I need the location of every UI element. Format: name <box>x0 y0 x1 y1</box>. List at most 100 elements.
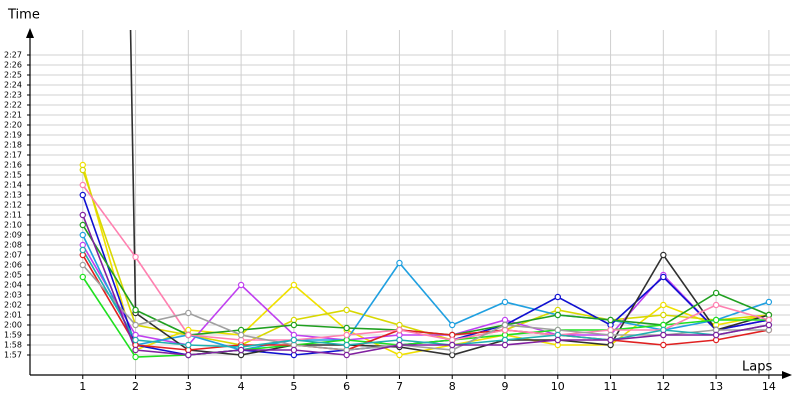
point <box>343 324 350 332</box>
point <box>660 251 667 259</box>
y-tick-label: 2:26 <box>4 61 22 70</box>
x-tick-label: 10 <box>551 380 565 393</box>
series-line <box>82 164 770 356</box>
point <box>185 341 192 349</box>
x-tick-label: 9 <box>502 380 509 393</box>
y-tick-label: 2:27 <box>4 51 22 60</box>
y-tick-label: 2:00 <box>4 321 22 330</box>
y-tick-label: 2:01 <box>4 311 22 320</box>
point <box>237 346 245 354</box>
series-line <box>129 30 770 356</box>
point <box>607 316 614 324</box>
point <box>79 261 86 269</box>
point <box>501 321 509 329</box>
point <box>712 289 720 297</box>
x-tick-label: 5 <box>290 380 297 393</box>
series-line <box>82 214 770 356</box>
point <box>396 326 403 334</box>
x-tick-label: 2 <box>132 380 139 393</box>
y-tick-label: 2:23 <box>4 91 22 100</box>
point <box>79 181 86 189</box>
point <box>237 281 245 289</box>
point <box>554 311 561 319</box>
point <box>343 341 350 349</box>
point <box>185 331 192 339</box>
point <box>396 351 403 359</box>
grid <box>30 30 790 375</box>
point <box>501 341 509 349</box>
x-tick-label: 8 <box>449 380 456 393</box>
y-tick-label: 2:10 <box>4 221 22 230</box>
point <box>660 273 667 281</box>
point <box>449 321 456 329</box>
point <box>79 231 86 239</box>
y-tick-label: 2:15 <box>4 171 22 180</box>
point <box>79 211 86 219</box>
y-tick-label: 2:17 <box>4 151 22 160</box>
point <box>132 321 139 329</box>
point <box>607 336 614 344</box>
x-tick-label: 12 <box>656 380 670 393</box>
point <box>79 273 86 281</box>
y-tick-label: 2:09 <box>4 231 22 240</box>
y-tick-label: 2:22 <box>4 101 22 110</box>
point <box>290 346 298 354</box>
point <box>660 331 667 339</box>
x-tick-label: 4 <box>238 380 245 393</box>
x-tick-label: 7 <box>396 380 403 393</box>
point <box>79 191 86 199</box>
y-tick-label: 2:02 <box>4 301 22 310</box>
point <box>660 301 667 309</box>
y-tick-label: 2:19 <box>4 131 22 140</box>
point <box>712 301 720 309</box>
y-tick-label: 2:13 <box>4 191 22 200</box>
point <box>237 331 245 339</box>
y-tick-label: 2:08 <box>4 241 22 250</box>
point <box>132 253 139 261</box>
y-axis-label: Time <box>7 8 40 23</box>
point <box>712 316 720 324</box>
y-tick-label: 2:20 <box>4 121 22 130</box>
y-tick-label: 2:03 <box>4 291 22 300</box>
point <box>185 351 192 359</box>
y-tick-label: 2:25 <box>4 71 22 80</box>
point <box>290 336 298 344</box>
point <box>185 309 192 317</box>
point <box>343 306 350 314</box>
y-tick-label: 2:05 <box>4 271 22 280</box>
y-tick-label: 2:24 <box>4 81 22 90</box>
point <box>660 341 667 349</box>
y-tick-label: 2:21 <box>4 111 22 120</box>
series-line <box>82 184 770 341</box>
series-line <box>82 254 770 351</box>
point <box>765 298 773 306</box>
y-tick-label: 2:04 <box>4 281 22 290</box>
series-line <box>82 264 769 351</box>
point <box>290 321 298 329</box>
y-tick-label: 2:11 <box>4 211 22 220</box>
y-tick-label: 1:57 <box>4 351 22 360</box>
point <box>132 353 139 361</box>
point <box>449 341 456 349</box>
point <box>290 281 298 289</box>
y-tick-label: 2:07 <box>4 251 22 260</box>
series-line <box>82 249 770 348</box>
point <box>343 351 350 359</box>
point <box>554 336 561 344</box>
point <box>79 221 86 229</box>
point <box>132 306 139 314</box>
x-tick-label: 11 <box>604 380 618 393</box>
y-tick-label: 2:06 <box>4 261 22 270</box>
point <box>712 331 720 339</box>
x-tick-label: 13 <box>709 380 723 393</box>
point <box>396 341 403 349</box>
point <box>501 298 509 306</box>
point <box>79 166 86 174</box>
x-tick-label: 3 <box>185 380 192 393</box>
point <box>660 311 667 319</box>
x-tick-label: 14 <box>762 380 776 393</box>
x-tick-label: 1 <box>79 380 86 393</box>
point <box>396 259 403 267</box>
point <box>132 336 139 344</box>
